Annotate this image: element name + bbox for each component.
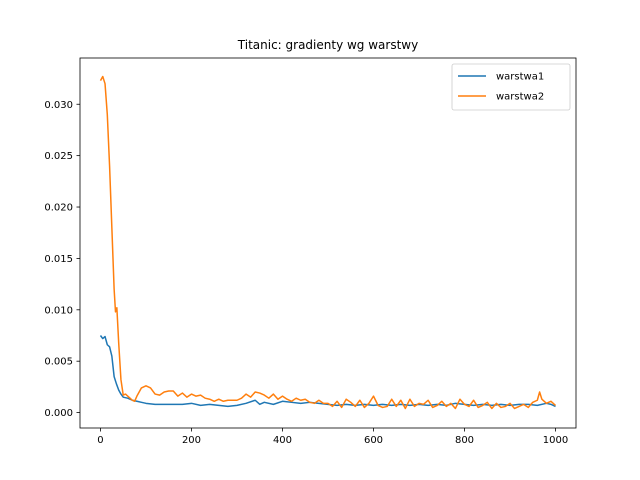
series-line-2 (99, 75, 557, 410)
x-tick-label: 1000 (543, 435, 568, 446)
axes-frame (79, 57, 577, 429)
x-tick-label: 400 (273, 435, 292, 446)
plot-area (80, 58, 576, 428)
axes-layer: 0 200 400 600 800 1000 0.000 0.005 0.010 0.015 0.0… (44, 57, 577, 446)
y-tick-label: 0.015 (44, 254, 73, 265)
y-tick-label: 0.000 (44, 408, 73, 419)
x-tick-label: 600 (364, 435, 383, 446)
series-layer (99, 75, 557, 410)
y-tick-label: 0.030 (44, 100, 73, 111)
y-tick-label: 0.010 (44, 305, 73, 316)
y-tick-label: 0.020 (44, 203, 73, 214)
legend-label-2: warstwa2 (496, 92, 544, 103)
x-tick-label: 800 (455, 435, 474, 446)
y-tick-label: 0.025 (44, 151, 73, 162)
chart-title: Titanic: gradienty wg warstwy (237, 38, 418, 52)
x-tick-label: 200 (182, 435, 201, 446)
x-tick-label: 0 (97, 435, 103, 446)
legend: warstwa1 warstwa2 (451, 63, 571, 111)
legend-label-1: warstwa1 (496, 72, 544, 83)
y-tick-label: 0.005 (44, 357, 73, 368)
